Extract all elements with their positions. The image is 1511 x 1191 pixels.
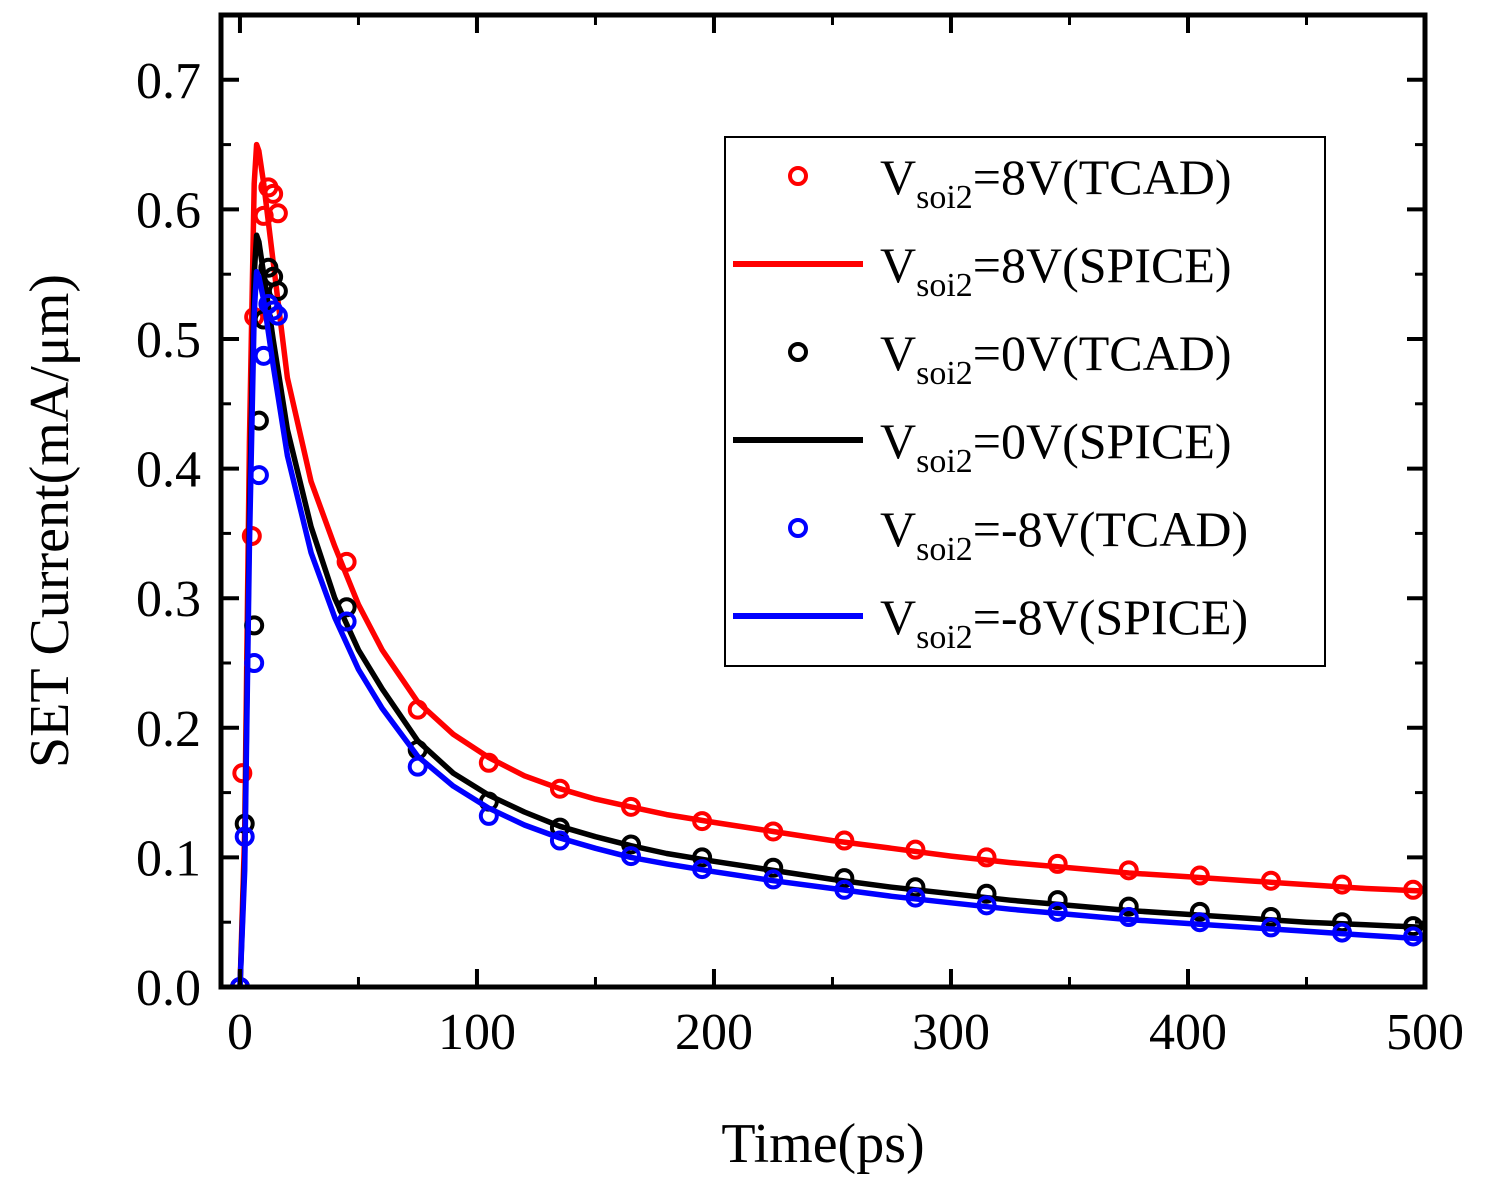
legend-entry: Vsoi2=-8V(TCAD) <box>788 501 1248 568</box>
data-point <box>1047 890 1068 911</box>
legend-label: Vsoi2=0V(SPICE) <box>880 413 1232 480</box>
y-axis-title: SET Current(mA/μm) <box>19 274 81 768</box>
y-tick-label: 0.6 <box>136 182 201 239</box>
legend-label: Vsoi2=8V(SPICE) <box>880 237 1232 304</box>
x-axis-title: Time(ps) <box>721 1113 924 1175</box>
legend-label-main: V <box>880 325 916 381</box>
legend-label: Vsoi2=-8V(SPICE) <box>880 589 1248 656</box>
legend-label-rest: =8V(SPICE) <box>973 237 1232 293</box>
legend-label-main: V <box>880 501 916 557</box>
y-tick-label: 0.7 <box>136 53 201 110</box>
legend-marker-swatch <box>788 518 808 538</box>
legend-entry: Vsoi2=8V(TCAD) <box>788 149 1232 216</box>
legend-label-rest: =-8V(SPICE) <box>973 589 1248 645</box>
legend-label-main: V <box>880 149 916 205</box>
legend-marker-swatch <box>788 342 808 362</box>
legend-label-main: V <box>880 413 916 469</box>
legend: Vsoi2=8V(TCAD)Vsoi2=8V(SPICE)Vsoi2=0V(TC… <box>724 136 1326 667</box>
axis-ticks <box>221 13 1427 989</box>
legend-entry: Vsoi2=0V(TCAD) <box>788 325 1232 392</box>
legend-label-main: V <box>880 589 916 645</box>
legend-label-rest: =8V(TCAD) <box>973 149 1232 205</box>
x-tick-label: 300 <box>912 1004 990 1061</box>
legend-label-rest: =0V(SPICE) <box>973 413 1232 469</box>
legend-label-main: V <box>880 237 916 293</box>
legend-label-rest: =0V(TCAD) <box>973 325 1232 381</box>
y-tick-label: 0.4 <box>136 442 201 499</box>
legend-label: Vsoi2=-8V(TCAD) <box>880 501 1248 568</box>
x-tick-label: 200 <box>675 1004 753 1061</box>
x-tick-label: 400 <box>1149 1004 1227 1061</box>
legend-label: Vsoi2=0V(TCAD) <box>880 325 1232 392</box>
legend-entry: Vsoi2=-8V(SPICE) <box>733 589 1248 656</box>
data-point <box>1118 896 1139 917</box>
legend-label-subscript: soi2 <box>916 355 973 392</box>
data-point <box>976 883 997 904</box>
y-tick-label: 0.2 <box>136 701 201 758</box>
y-tick-label: 0.5 <box>136 312 201 369</box>
data-point <box>232 763 253 784</box>
legend-entry: Vsoi2=0V(SPICE) <box>733 413 1232 480</box>
plot-area <box>229 141 1425 987</box>
plot-frame <box>218 12 1428 990</box>
data-point <box>267 281 288 302</box>
legend-label-subscript: soi2 <box>916 531 973 568</box>
series-line <box>237 232 1425 987</box>
legend-entry: Vsoi2=8V(SPICE) <box>733 237 1232 304</box>
legend-label-subscript: soi2 <box>916 619 973 656</box>
legend-label: Vsoi2=8V(TCAD) <box>880 149 1232 216</box>
legend-box <box>724 136 1326 667</box>
series-1 <box>237 141 1425 987</box>
data-point <box>1189 901 1210 922</box>
series-3 <box>237 232 1425 987</box>
y-tick-label: 0.1 <box>136 830 201 887</box>
y-tick-label: 0.3 <box>136 571 201 628</box>
legend-label-subscript: soi2 <box>916 179 973 216</box>
data-point <box>267 305 288 326</box>
y-tick-label: 0.0 <box>136 960 201 1017</box>
legend-label-rest: =-8V(TCAD) <box>973 501 1248 557</box>
series-5 <box>237 268 1425 987</box>
x-tick-label: 0 <box>227 1004 253 1061</box>
legend-marker-swatch <box>788 166 808 186</box>
series-line <box>237 141 1425 987</box>
legend-label-subscript: soi2 <box>916 267 973 304</box>
series-line <box>237 268 1425 987</box>
legend-label-subscript: soi2 <box>916 443 973 480</box>
x-tick-label: 100 <box>438 1004 516 1061</box>
axis-tick-labels: 0 100 200 300 400 500 0.0 0.1 0.2 0.3 0.4 0.5 0.6 0.7 <box>136 53 1464 1061</box>
x-tick-label: 500 <box>1386 1004 1464 1061</box>
